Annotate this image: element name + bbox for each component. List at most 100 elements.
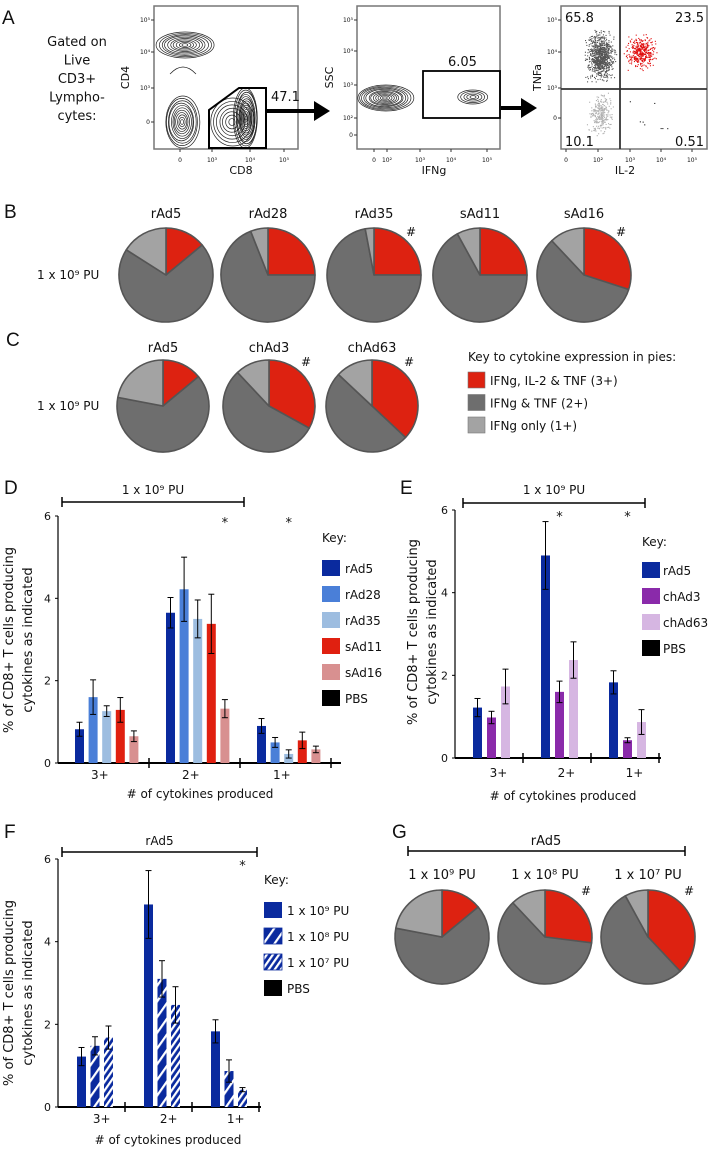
- pie-title: sAd16: [564, 207, 604, 222]
- event-dot: [596, 45, 598, 47]
- bar: [238, 1089, 247, 1107]
- chart-title: 1 x 10⁹ PU: [122, 483, 184, 497]
- event-dot: [600, 55, 602, 57]
- event-dot: [603, 37, 605, 39]
- event-dot: [598, 63, 600, 65]
- event-dot: [599, 78, 601, 80]
- slice-1plus: [456, 227, 481, 276]
- event-dot: [649, 63, 651, 65]
- event-dot: [652, 58, 654, 60]
- event-dot: [599, 62, 601, 64]
- event-dot: [606, 49, 608, 51]
- event-dot: [634, 57, 636, 59]
- double-negative-contour: [171, 105, 194, 139]
- event-dot: [602, 55, 604, 57]
- event-dot: [588, 45, 590, 47]
- event-dot: [591, 65, 593, 67]
- event-dot: [603, 66, 605, 68]
- event-dot: [596, 121, 598, 123]
- event-dot: [592, 68, 594, 70]
- bar: [129, 736, 139, 763]
- slice-1plus: [551, 227, 585, 276]
- event-dot: [639, 52, 641, 54]
- event-dot: [608, 30, 610, 32]
- event-dot: [625, 46, 627, 48]
- event-dot: [636, 52, 638, 54]
- event-dot: [607, 77, 609, 79]
- event-dot: [642, 52, 644, 54]
- event-dot: [601, 57, 603, 59]
- ifng-negative-contour: [375, 93, 395, 103]
- event-dot: [648, 54, 650, 56]
- y-axis-label: cytokines as indicated: [21, 567, 36, 712]
- bar: [637, 722, 646, 758]
- event-dot: [636, 60, 638, 62]
- event-dot: [603, 115, 605, 117]
- event-dot: [591, 52, 593, 54]
- event-dot: [605, 59, 607, 61]
- event-dot: [607, 43, 609, 45]
- event-dot: [641, 56, 643, 58]
- event-dot: [608, 62, 610, 64]
- event-dot: [640, 57, 642, 59]
- event-dot: [634, 56, 636, 58]
- event-dot: [595, 63, 597, 65]
- event-dot: [593, 66, 595, 68]
- event-dot: [648, 40, 650, 42]
- event-dot: [602, 133, 604, 135]
- legend-swatch: [322, 690, 340, 706]
- event-dot: [595, 51, 597, 53]
- event-dot: [599, 59, 601, 61]
- slice-1plus: [236, 359, 270, 407]
- event-dot: [640, 49, 642, 51]
- event-dot: [596, 35, 598, 37]
- cd4-population-contour: [179, 42, 192, 48]
- ifng-gate: [422, 70, 501, 119]
- event-dot: [643, 49, 645, 51]
- event-dot: [599, 52, 601, 54]
- event-dot: [594, 38, 596, 40]
- event-dot: [594, 122, 596, 124]
- event-dot: [599, 63, 601, 65]
- event-dot: [605, 53, 607, 55]
- error-bar: [542, 521, 549, 590]
- event-dot: [612, 45, 614, 47]
- event-dot: [599, 54, 601, 56]
- event-dot: [638, 37, 640, 39]
- event-dot: [636, 50, 638, 52]
- plot-frame: [153, 5, 299, 150]
- cd8-gate: [208, 87, 267, 149]
- error-bar: [105, 1025, 112, 1050]
- x-axis-label: # of cytokines produced: [490, 789, 637, 803]
- x-tick-label: 2+: [160, 1112, 178, 1126]
- event-dot: [640, 54, 642, 56]
- event-dot: [605, 114, 607, 116]
- event-dot: [595, 106, 597, 108]
- event-dot: [589, 60, 591, 62]
- event-dot: [595, 119, 597, 121]
- event-dot: [600, 64, 602, 66]
- event-dot: [589, 54, 591, 56]
- event-dot: [584, 59, 586, 61]
- event-dot: [598, 106, 600, 108]
- event-dot: [601, 95, 603, 97]
- event-dot: [598, 39, 600, 41]
- event-dot: [596, 96, 598, 98]
- event-dot: [644, 58, 646, 60]
- event-dot: [588, 39, 590, 41]
- event-dot: [593, 58, 595, 60]
- event-dot: [602, 79, 604, 81]
- event-dot: [648, 49, 650, 51]
- event-dot: [642, 58, 644, 60]
- event-dot: [608, 111, 610, 113]
- event-dot: [651, 55, 653, 57]
- event-dot: [606, 69, 608, 71]
- slice-3plus: [268, 359, 316, 429]
- event-dot: [591, 60, 593, 62]
- event-dot: [613, 49, 615, 51]
- y-tick-label: 4: [44, 936, 51, 949]
- legend-label: PBS: [287, 982, 310, 996]
- event-dot: [639, 121, 641, 123]
- event-dot: [602, 109, 604, 111]
- event-dot: [602, 119, 604, 121]
